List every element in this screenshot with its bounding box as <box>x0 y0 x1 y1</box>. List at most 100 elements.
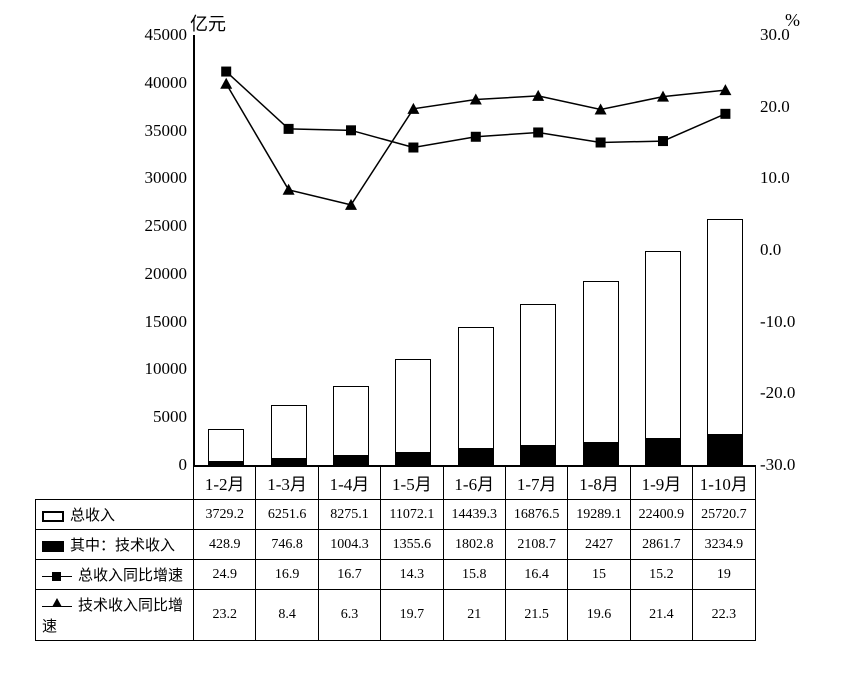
y1-tick: 30000 <box>107 168 187 188</box>
chart-container: 亿元 % 05000100001500020000250003000035000… <box>35 10 815 670</box>
square-marker <box>533 127 543 137</box>
x-cat-7: 1-9月 <box>630 466 692 500</box>
legend-total-growth: 总收入同比增速 <box>36 560 194 590</box>
te-5: 2108.7 <box>505 530 567 560</box>
row-total-growth: 总收入同比增速 24.9 16.9 16.7 14.3 15.8 16.4 15… <box>36 560 756 590</box>
bar-fill-icon <box>42 541 64 552</box>
bar-total <box>333 386 369 465</box>
triangle-marker <box>532 90 544 101</box>
x-cat-8: 1-10月 <box>693 466 755 500</box>
y1-axis-label: 亿元 <box>190 10 226 36</box>
triangle-marker <box>283 184 295 195</box>
triangle-marker <box>719 84 731 95</box>
bar-total <box>271 405 307 465</box>
plot-area <box>193 35 755 465</box>
tg-2: 16.7 <box>318 560 380 590</box>
line-square <box>226 72 725 148</box>
y2-tick: 30.0 <box>760 25 790 45</box>
ti-6: 19289.1 <box>568 500 630 530</box>
square-line-icon <box>42 576 72 577</box>
row-total-income: 总收入 3729.2 6251.6 8275.1 11072.1 14439.3… <box>36 500 756 530</box>
teg-3: 19.7 <box>381 590 443 641</box>
square-marker <box>658 136 668 146</box>
x-cat-5: 1-7月 <box>505 466 567 500</box>
legend-total-income: 总收入 <box>36 500 194 530</box>
tg-5: 16.4 <box>505 560 567 590</box>
teg-4: 21 <box>443 590 505 641</box>
line-triangle <box>226 84 725 205</box>
square-marker <box>471 132 481 142</box>
x-cat-2: 1-4月 <box>318 466 380 500</box>
triangle-marker <box>595 104 607 115</box>
bar-tech <box>520 445 556 465</box>
square-marker <box>720 109 730 119</box>
y2-tick: 10.0 <box>760 168 790 188</box>
y2-tick: -10.0 <box>760 312 795 332</box>
y2-tick: -20.0 <box>760 383 795 403</box>
te-1: 746.8 <box>256 530 318 560</box>
square-marker <box>346 125 356 135</box>
bar-tech <box>645 438 681 465</box>
bar-total <box>520 304 556 465</box>
te-3: 1355.6 <box>381 530 443 560</box>
triangle-line-icon <box>42 606 72 607</box>
tg-4: 15.8 <box>443 560 505 590</box>
teg-8: 22.3 <box>693 590 755 641</box>
ti-4: 14439.3 <box>443 500 505 530</box>
y2-tick: 20.0 <box>760 97 790 117</box>
tg-8: 19 <box>693 560 755 590</box>
legend-tech-income: 其中：技术收入 <box>36 530 194 560</box>
triangle-marker <box>345 199 357 210</box>
te-6: 2427 <box>568 530 630 560</box>
y1-tick: 45000 <box>107 25 187 45</box>
bar-total <box>208 429 244 465</box>
teg-1: 8.4 <box>256 590 318 641</box>
bar-tech <box>333 455 369 465</box>
bar-tech <box>458 448 494 465</box>
data-table: 1-2月 1-3月 1-4月 1-5月 1-6月 1-7月 1-8月 1-9月 … <box>35 465 756 641</box>
x-cat-3: 1-5月 <box>381 466 443 500</box>
ti-5: 16876.5 <box>505 500 567 530</box>
row-tech-income: 其中：技术收入 428.9 746.8 1004.3 1355.6 1802.8… <box>36 530 756 560</box>
x-cat-6: 1-8月 <box>568 466 630 500</box>
tech-income-label: 其中：技术收入 <box>70 538 175 554</box>
legend-tech-growth: 技术收入同比增速 <box>36 590 194 641</box>
ti-8: 25720.7 <box>693 500 755 530</box>
x-category-row: 1-2月 1-3月 1-4月 1-5月 1-6月 1-7月 1-8月 1-9月 … <box>36 466 756 500</box>
teg-5: 21.5 <box>505 590 567 641</box>
x-cat-1: 1-3月 <box>256 466 318 500</box>
bar-total <box>645 251 681 465</box>
bar-tech <box>395 452 431 465</box>
tg-3: 14.3 <box>381 560 443 590</box>
bar-tech <box>707 434 743 465</box>
ti-3: 11072.1 <box>381 500 443 530</box>
teg-7: 21.4 <box>630 590 692 641</box>
y1-tick: 40000 <box>107 73 187 93</box>
y1-tick: 5000 <box>107 407 187 427</box>
bar-total <box>583 281 619 465</box>
tg-0: 24.9 <box>194 560 256 590</box>
square-marker <box>408 143 418 153</box>
square-marker <box>221 67 231 77</box>
square-marker <box>596 138 606 148</box>
total-growth-label: 总收入同比增速 <box>78 568 183 584</box>
square-marker <box>284 124 294 134</box>
total-income-label: 总收入 <box>70 508 115 524</box>
tg-1: 16.9 <box>256 560 318 590</box>
teg-6: 19.6 <box>568 590 630 641</box>
te-4: 1802.8 <box>443 530 505 560</box>
bar-total <box>458 327 494 465</box>
y2-tick: -30.0 <box>760 455 795 475</box>
bar-tech <box>583 442 619 465</box>
tg-6: 15 <box>568 560 630 590</box>
teg-0: 23.2 <box>194 590 256 641</box>
row-tech-growth: 技术收入同比增速 23.2 8.4 6.3 19.7 21 21.5 19.6 … <box>36 590 756 641</box>
ti-1: 6251.6 <box>256 500 318 530</box>
te-7: 2861.7 <box>630 530 692 560</box>
ti-7: 22400.9 <box>630 500 692 530</box>
y2-tick: 0.0 <box>760 240 781 260</box>
y1-tick: 15000 <box>107 312 187 332</box>
legend-corner <box>36 466 194 500</box>
x-cat-4: 1-6月 <box>443 466 505 500</box>
ti-0: 3729.2 <box>194 500 256 530</box>
